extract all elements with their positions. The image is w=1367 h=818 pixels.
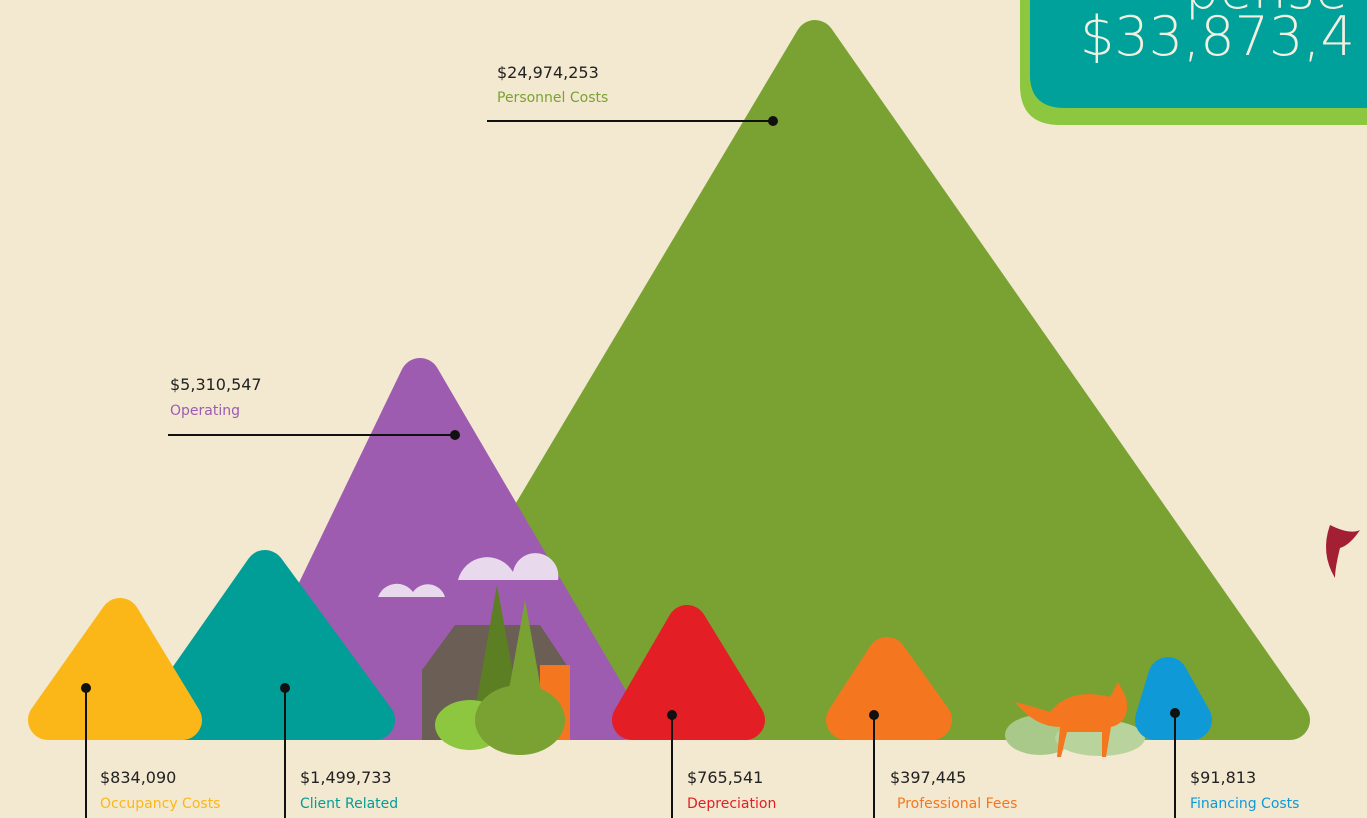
category-label: Personnel Costs bbox=[497, 90, 608, 106]
amount-label: $24,974,253 bbox=[497, 63, 599, 82]
total-box: pense $33,873,4 bbox=[1020, 0, 1367, 125]
village bbox=[378, 553, 570, 755]
mountain-professional bbox=[826, 637, 952, 740]
fox-bushes bbox=[1005, 682, 1145, 757]
leaders bbox=[81, 116, 1180, 818]
amount-label: $765,541 bbox=[687, 768, 763, 787]
category-label: Financing Costs bbox=[1190, 796, 1299, 812]
category-label: Client Related bbox=[300, 796, 398, 812]
category-label: Occupancy Costs bbox=[100, 796, 220, 812]
mountain-occupancy bbox=[28, 598, 202, 740]
category-label: Operating bbox=[170, 403, 240, 419]
mountain-financing bbox=[1135, 657, 1212, 740]
amount-label: $5,310,547 bbox=[170, 375, 262, 394]
total-amount: $33,873,4 bbox=[1080, 5, 1355, 68]
mountain-depreciation bbox=[612, 605, 765, 740]
mountain-client bbox=[140, 550, 395, 740]
mountains bbox=[28, 20, 1310, 757]
amount-label: $1,499,733 bbox=[300, 768, 392, 787]
amount-label: $91,813 bbox=[1190, 768, 1256, 787]
category-label: Depreciation bbox=[687, 796, 776, 812]
category-label: Professional Fees bbox=[897, 796, 1017, 812]
total-heading: pense bbox=[1185, 0, 1348, 21]
amount-label: $834,090 bbox=[100, 768, 176, 787]
amount-label: $397,445 bbox=[890, 768, 966, 787]
bird bbox=[1326, 525, 1360, 578]
